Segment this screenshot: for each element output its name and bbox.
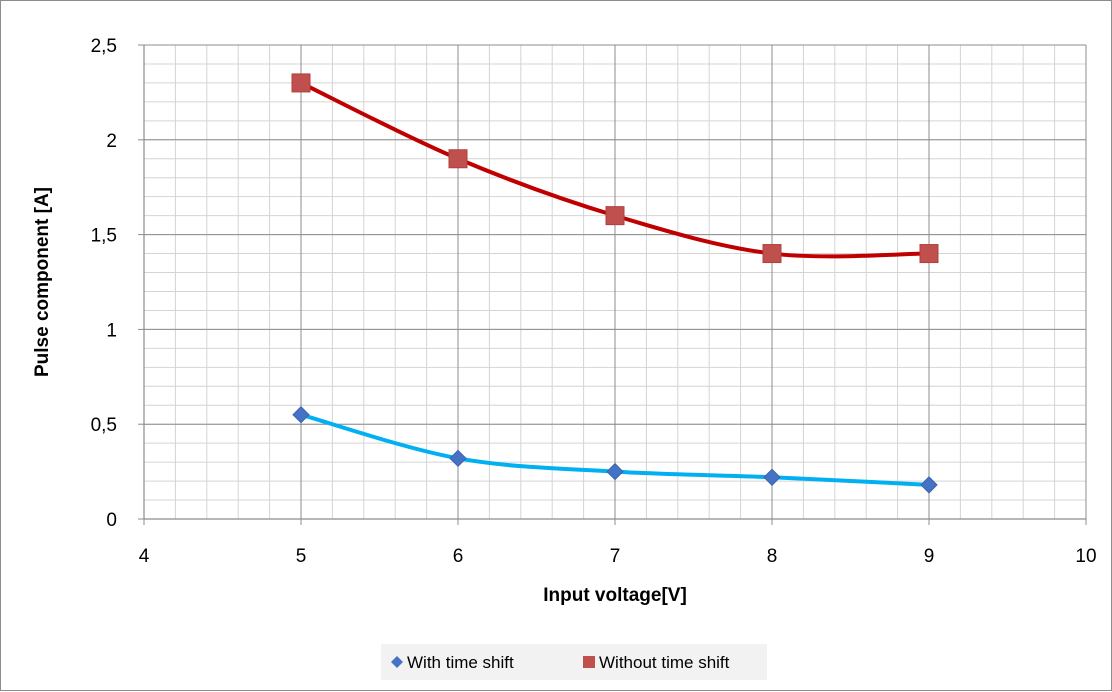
x-tick-label: 4 — [139, 546, 150, 567]
data-point — [292, 406, 310, 424]
legend-label: With time shift — [407, 653, 514, 672]
data-point — [449, 449, 467, 468]
x-tick-label: 8 — [767, 546, 778, 567]
data-point — [606, 462, 624, 481]
x-tick-label: 5 — [296, 546, 307, 567]
legend-marker — [583, 656, 595, 668]
y-tick-label: 0,5 — [91, 415, 117, 436]
axes — [138, 44, 1087, 525]
legend-label: Without time shift — [599, 653, 730, 672]
y-tick-label: 0 — [106, 510, 117, 531]
legend-entry: With time shift — [391, 653, 514, 672]
legend-box — [381, 644, 767, 680]
data-point — [448, 149, 468, 169]
data-point — [605, 206, 625, 226]
legend: With time shift Without time shift — [381, 644, 767, 680]
y-tick-label: 1 — [106, 320, 117, 341]
series-2 — [291, 73, 939, 264]
series-1 — [292, 406, 938, 494]
series-layer — [291, 73, 939, 494]
y-tick-label: 2 — [106, 131, 117, 152]
x-tick-label: 10 — [1075, 546, 1096, 567]
y-tick-label: 1,5 — [91, 226, 117, 247]
tick-labels: 4 5 6 7 8 9 10 0 0,5 1 1,5 2 2,5 — [91, 36, 1097, 567]
x-tick-label: 7 — [610, 546, 621, 567]
legend-entry: Without time shift — [583, 653, 730, 672]
data-point — [762, 244, 782, 264]
legend-marker — [391, 656, 403, 668]
data-point — [763, 468, 781, 486]
y-tick-label: 2,5 — [91, 36, 117, 57]
y-axis-title: Pulse component [A] — [32, 187, 53, 377]
data-point — [919, 244, 939, 264]
x-tick-label: 9 — [924, 546, 935, 567]
data-point — [291, 73, 311, 93]
grid — [143, 44, 1087, 520]
x-axis-title: Input voltage[V] — [543, 585, 687, 606]
x-tick-label: 6 — [453, 546, 464, 567]
data-point — [920, 476, 938, 494]
